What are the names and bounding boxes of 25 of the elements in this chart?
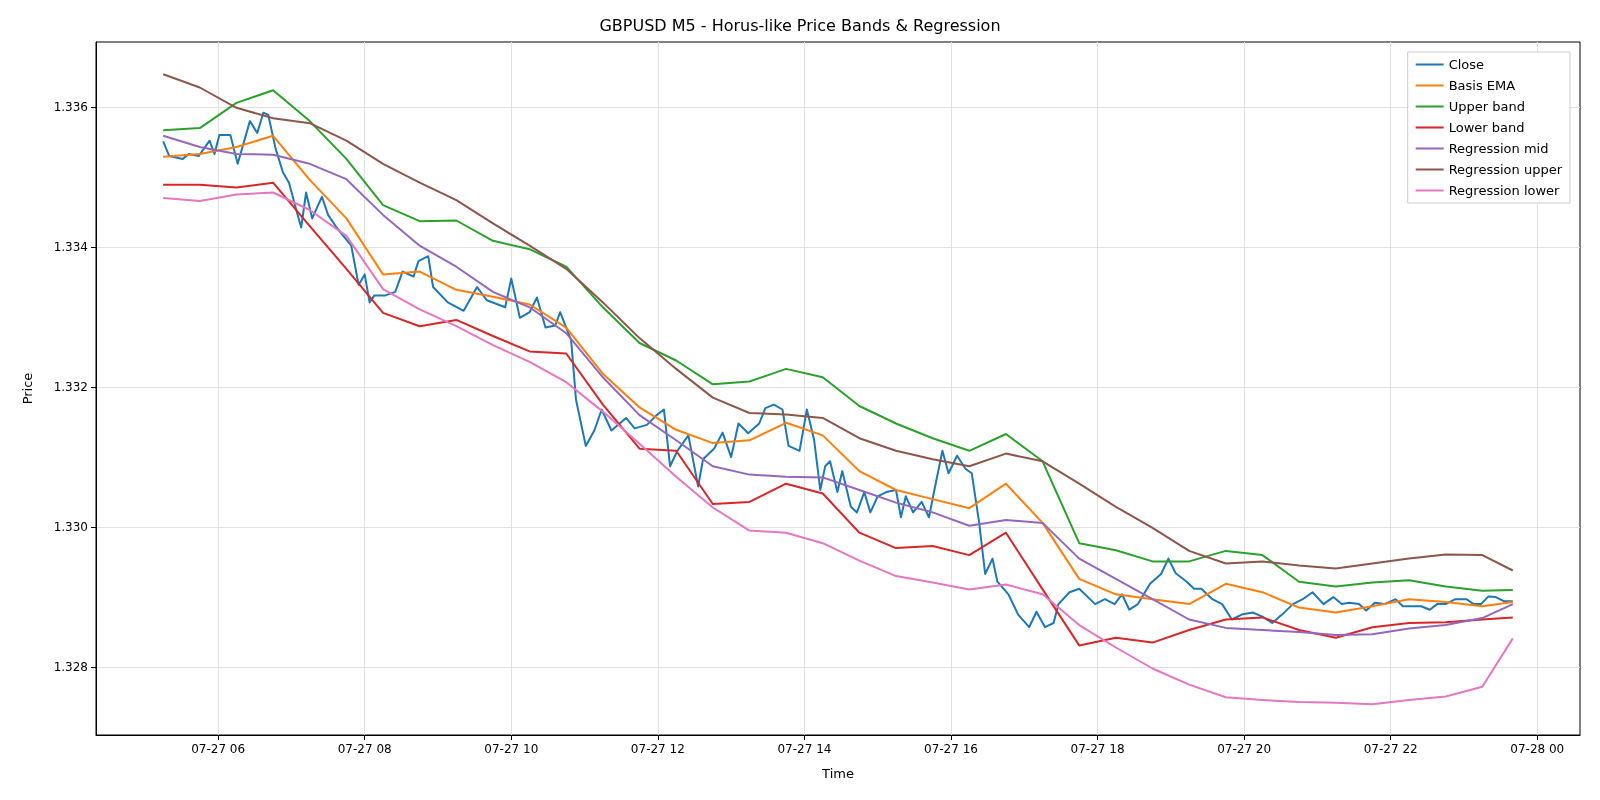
x-axis-title: Time xyxy=(821,766,854,781)
x-tick-label: 07-27 16 xyxy=(924,742,978,756)
y-tick-label: 1.332 xyxy=(53,380,88,395)
legend-label: Regression mid xyxy=(1448,141,1549,156)
y-tick-label: 1.334 xyxy=(53,240,88,255)
y-axis-title: Price xyxy=(20,372,35,405)
x-tick-label: 07-27 22 xyxy=(1363,742,1418,756)
x-tick-label: 07-27 18 xyxy=(1070,742,1125,756)
x-tick-label: 07-27 14 xyxy=(777,742,832,756)
y-tick-label: 1.328 xyxy=(53,660,88,675)
x-tick-label: 07-27 20 xyxy=(1217,742,1272,756)
y-tick-label: 1.330 xyxy=(53,520,88,535)
legend-label: Regression lower xyxy=(1448,183,1561,198)
x-tick-label: 07-28 00 xyxy=(1510,742,1565,756)
x-tick-label: 07-27 12 xyxy=(630,742,685,756)
legend-label: Regression upper xyxy=(1448,162,1563,177)
x-tick-label: 07-27 08 xyxy=(337,742,392,756)
chart-title: GBPUSD M5 - Horus-like Price Bands & Regression xyxy=(599,15,1001,35)
x-tick-label: 07-27 10 xyxy=(484,742,539,756)
y-tick-label: 1.336 xyxy=(53,100,88,115)
x-tick-label: 07-27 06 xyxy=(191,742,246,756)
legend-label: Lower band xyxy=(1448,120,1525,135)
legend-label: Basis EMA xyxy=(1448,78,1516,93)
legend-label: Upper band xyxy=(1448,99,1525,114)
legend-label: Close xyxy=(1448,57,1485,72)
